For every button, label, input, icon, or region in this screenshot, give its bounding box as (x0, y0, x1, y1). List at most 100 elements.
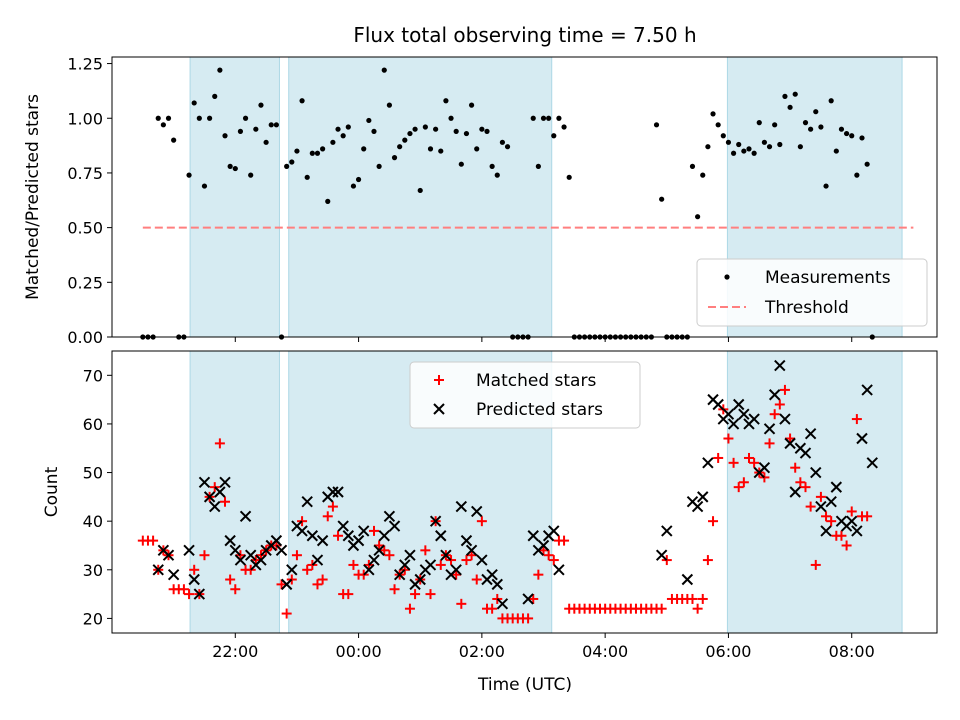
predicted-point (239, 510, 252, 523)
measurement-point (335, 126, 341, 132)
predicted-point (332, 486, 344, 498)
matched-point (713, 452, 724, 463)
predicted-point (373, 544, 385, 557)
measurement-point (705, 144, 711, 150)
predicted-point (337, 520, 349, 532)
matched-point (327, 501, 338, 512)
matched-point (851, 414, 862, 425)
predicted-point (820, 525, 832, 537)
matched-point (548, 555, 559, 566)
measurement-point (813, 109, 819, 115)
measurement-point (792, 91, 798, 97)
measurement-point (756, 120, 762, 126)
matched-point (702, 555, 713, 566)
legend-marker (433, 403, 445, 415)
y-tick-label: 30 (83, 561, 103, 580)
predicted-point (209, 500, 221, 513)
matched-point (821, 511, 832, 522)
predicted-point (162, 549, 175, 561)
predicted-point (810, 466, 822, 479)
predicted-point (455, 500, 468, 513)
predicted-point (491, 578, 503, 591)
matched-point (687, 593, 698, 604)
matched-point (420, 545, 431, 556)
predicted-point (748, 413, 760, 425)
predicted-point (763, 423, 776, 435)
predicted-point (203, 491, 216, 503)
y-tick-label: 50 (83, 464, 103, 483)
measurement-point (746, 146, 752, 152)
measurement-point (695, 214, 701, 220)
y-tick-label: 40 (83, 512, 103, 531)
predicted-point (527, 530, 539, 542)
predicted-point (548, 525, 560, 537)
matched-point (456, 598, 467, 609)
y-tick-label: 1.25 (67, 55, 103, 74)
measurement-point (838, 126, 845, 132)
measurement-point (736, 141, 742, 148)
measurement-point (797, 144, 803, 150)
y-tick-label: 0.00 (67, 328, 103, 347)
predicted-point (393, 568, 406, 581)
matched-point (379, 545, 390, 556)
measurement-point (823, 183, 829, 189)
matched-point (220, 496, 231, 507)
measurement-point (468, 102, 475, 108)
predicted-point (219, 476, 231, 488)
measurement-point (427, 146, 434, 152)
legend-label-threshold: Threshold (764, 298, 849, 318)
predicted-point (774, 359, 786, 372)
matched-point (826, 516, 837, 527)
x-tick-label: 08:00 (829, 642, 875, 661)
measurement-point (417, 187, 423, 194)
matched-point (214, 438, 225, 449)
predicted-point (460, 534, 473, 547)
measurement-point (818, 124, 824, 130)
matched-point (333, 530, 344, 541)
measurement-point (355, 176, 362, 183)
measurement-point (484, 128, 490, 134)
measurement-point (808, 126, 814, 132)
predicted-point (255, 554, 267, 566)
measurement-point (438, 148, 444, 154)
measurement-point (284, 163, 290, 169)
predicted-point (301, 496, 313, 508)
matched-point (189, 564, 200, 575)
matched-point (656, 603, 667, 614)
matched-point (389, 584, 400, 595)
predicted-point (691, 500, 704, 513)
y-tick-label: 60 (83, 415, 103, 434)
measurement-point (828, 98, 834, 104)
measurement-point (720, 133, 726, 139)
matched-point (199, 550, 210, 561)
measurement-point (772, 122, 778, 128)
bottom-y-axis-label: Count (42, 466, 62, 517)
measurement-point (561, 124, 567, 130)
measurement-point (843, 130, 850, 137)
measurement-point (171, 137, 177, 143)
matched-point (374, 540, 385, 551)
predicted-point (697, 491, 709, 503)
matched-point (322, 511, 333, 522)
matched-point (302, 564, 313, 575)
measurement-point (350, 183, 357, 189)
measurement-point (320, 146, 326, 152)
matched-point (476, 516, 487, 527)
measurement-point (530, 115, 536, 121)
predicted-point (167, 568, 180, 581)
measurement-point (165, 115, 172, 121)
legend-label-predicted: Predicted stars (476, 400, 603, 420)
measurement-point (546, 115, 552, 121)
measurement-point (217, 67, 223, 73)
measurement-point (397, 144, 403, 150)
measurement-point (268, 122, 274, 128)
matched-point (184, 589, 195, 600)
x-tick-label: 06:00 (705, 642, 751, 661)
measurement-point (499, 139, 506, 145)
matched-point (559, 535, 570, 546)
x-axis-label: Time (UTC) (477, 675, 572, 695)
predicted-point (471, 505, 483, 518)
predicted-point (856, 432, 868, 445)
measurement-point (489, 163, 495, 169)
bottom-legend: Matched stars Predicted stars (409, 361, 641, 429)
